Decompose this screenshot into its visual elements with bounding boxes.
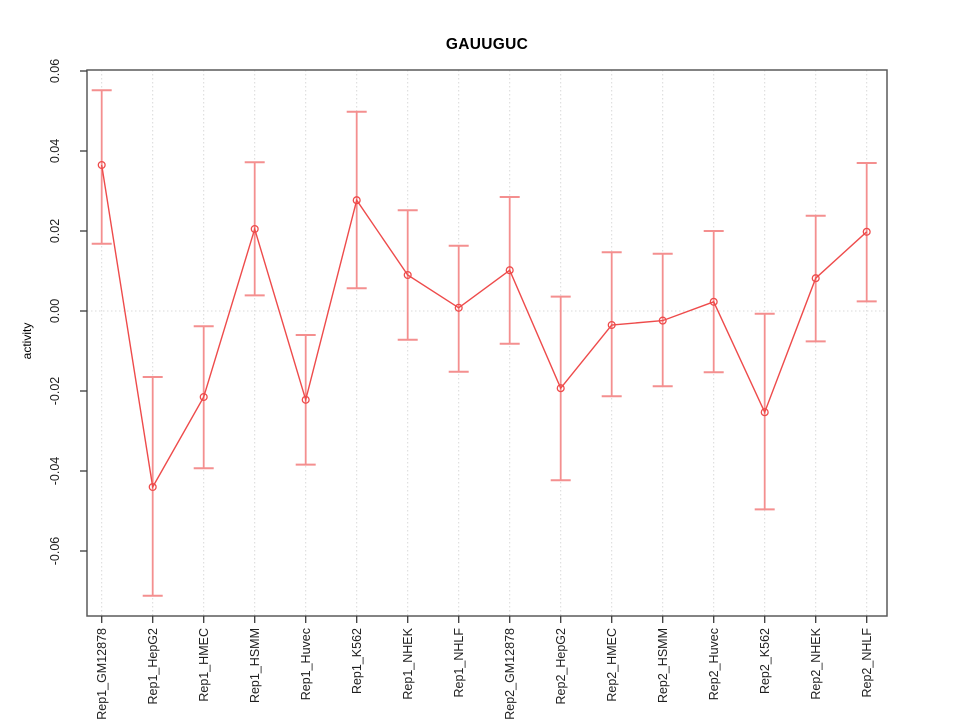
x-tick-label: Rep2_HepG2 bbox=[554, 628, 568, 704]
data-point bbox=[454, 303, 463, 312]
y-tick-label: -0.04 bbox=[48, 457, 62, 486]
gridlines bbox=[101, 70, 868, 616]
y-tick-label: 0.06 bbox=[48, 59, 62, 83]
x-tick-label: Rep1_Huvec bbox=[299, 628, 313, 700]
data-point bbox=[709, 297, 718, 306]
x-tick-label: Rep2_NHEK bbox=[809, 627, 823, 699]
plot-box bbox=[86, 69, 888, 617]
x-tick-label: Rep1_HepG2 bbox=[146, 628, 160, 704]
data-point bbox=[658, 316, 667, 325]
y-tick-label: -0.06 bbox=[48, 537, 62, 566]
x-tick-label: Rep1_NHLF bbox=[452, 628, 466, 698]
x-tick-label: Rep2_GM12878 bbox=[503, 628, 517, 720]
x-tick-label: Rep2_Huvec bbox=[707, 628, 721, 700]
x-tick-label: Rep2_NHLF bbox=[860, 628, 874, 698]
error-bars bbox=[91, 89, 877, 597]
y-tick-label: 0.04 bbox=[48, 139, 62, 163]
data-point bbox=[862, 227, 871, 236]
data-point bbox=[97, 160, 106, 170]
y-tick-label: 0.02 bbox=[48, 219, 62, 243]
x-tick-label: Rep2_HMEC bbox=[605, 628, 619, 702]
y-tick-label: 0.00 bbox=[48, 299, 62, 323]
data-point bbox=[199, 392, 208, 402]
data-point bbox=[301, 395, 310, 404]
chart-title: GAUUGUC bbox=[445, 36, 529, 53]
data-point bbox=[505, 266, 514, 275]
data-point bbox=[811, 274, 820, 283]
x-tick-label: Rep1_NHEK bbox=[401, 627, 415, 699]
x-tick-label: Rep1_K562 bbox=[350, 628, 364, 694]
x-tick-label: Rep1_HSMM bbox=[248, 628, 262, 703]
x-tick-labels: Rep1_GM12878 Rep1_HepG2 Rep1_HMEC Rep1_HSMM… bbox=[95, 627, 874, 719]
data-point bbox=[403, 270, 412, 280]
series-line bbox=[101, 164, 868, 490]
x-tick-label: Rep1_HMEC bbox=[197, 628, 211, 702]
x-tick-label: Rep2_K562 bbox=[758, 628, 772, 694]
x-tick-label: Rep1_GM12878 bbox=[95, 628, 109, 720]
data-point bbox=[148, 482, 157, 492]
data-point bbox=[352, 196, 361, 205]
y-tick-labels: 0.06 0.04 0.02 0.00 -0.02 -0.04 -0.06 bbox=[48, 59, 62, 565]
x-tick-label: Rep2_HSMM bbox=[656, 628, 670, 703]
axis-ticks bbox=[80, 70, 868, 623]
data-points bbox=[97, 160, 871, 492]
y-tick-label: -0.02 bbox=[48, 377, 62, 406]
data-point bbox=[556, 384, 565, 393]
data-point bbox=[760, 408, 769, 417]
data-point bbox=[250, 224, 259, 234]
data-point bbox=[607, 320, 616, 330]
